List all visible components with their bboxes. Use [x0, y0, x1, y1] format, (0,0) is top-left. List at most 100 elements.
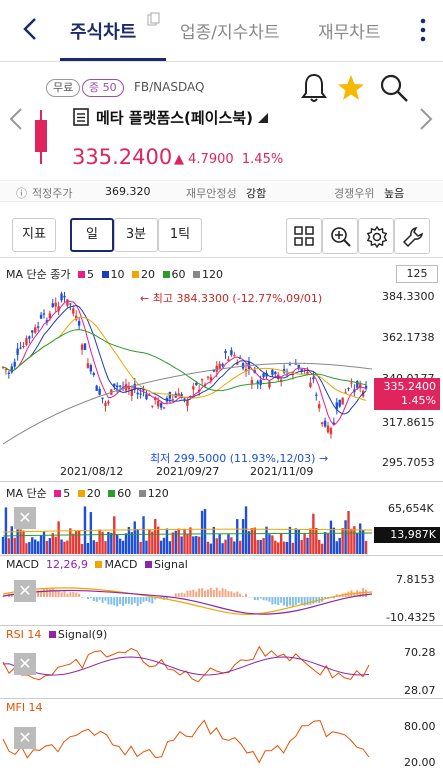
candle-count-box[interactable]: 125	[396, 265, 438, 283]
layout-grid-button[interactable]	[286, 218, 322, 254]
indicator-button[interactable]: 지표	[12, 218, 56, 252]
candle-body	[104, 402, 107, 407]
volume-bar	[156, 526, 160, 554]
volume-bar	[227, 534, 230, 554]
valuation-info-row: ⓘ 적정주가 369.320 재무안정성 강함 경쟁우위 높음	[0, 180, 443, 202]
macd-histogram-bar	[136, 597, 139, 606]
period-3min-button[interactable]: 3분	[114, 218, 158, 252]
copy-icon	[147, 12, 160, 26]
exchange-code: FB/NASDAQ	[134, 80, 205, 94]
volume-bar	[180, 536, 183, 554]
macd-line	[2, 587, 373, 615]
period-day-button[interactable]: 일	[70, 218, 114, 252]
macd-chart[interactable]	[0, 572, 375, 622]
top-nav: 주식차트 업종/지수차트 재무차트	[0, 0, 443, 62]
stock-name[interactable]: 메타 플랫폼스(페이스북)	[96, 109, 253, 127]
candle-body	[115, 385, 119, 388]
rsi-top: 70.28	[404, 646, 436, 659]
volume-bar	[341, 528, 344, 554]
close-rsi-icon[interactable]: ✕	[14, 653, 36, 675]
candle-body	[323, 420, 327, 427]
legend-swatch	[54, 490, 62, 497]
volume-bar	[238, 540, 242, 554]
volume-bar	[31, 537, 34, 554]
mfi-chart[interactable]	[0, 714, 375, 770]
last-price-value: 335.2400	[383, 380, 437, 393]
candle-body	[124, 384, 128, 391]
volume-bar	[104, 541, 107, 554]
period-1tick-button[interactable]: 1틱	[158, 218, 202, 252]
star-icon[interactable]	[336, 72, 366, 104]
macd-histogram-bar	[86, 597, 89, 600]
volume-bar	[148, 529, 151, 554]
tools-button[interactable]	[394, 218, 430, 254]
tab-financial-chart[interactable]: 재무차트	[318, 23, 381, 43]
price-chart[interactable]	[0, 284, 375, 464]
volume-bar	[39, 535, 43, 554]
macd-histogram-bar	[236, 591, 239, 597]
volume-bar	[183, 528, 186, 554]
tab-index-chart[interactable]: 업종/지수차트	[180, 23, 280, 43]
search-icon[interactable]	[378, 72, 410, 104]
volume-chart[interactable]	[0, 500, 375, 554]
volume-bar	[162, 537, 166, 554]
candle-body	[19, 347, 22, 349]
document-icon[interactable]	[72, 108, 90, 126]
candle-body	[320, 422, 324, 425]
candle-body	[197, 389, 201, 392]
candle-body	[13, 361, 16, 367]
financial-stability: 강함	[246, 187, 267, 200]
volume-bar	[350, 528, 353, 554]
bell-icon[interactable]	[300, 72, 328, 104]
volume-bar	[274, 540, 277, 554]
macd-histogram-bar	[40, 590, 43, 597]
macd-histogram-bar	[195, 591, 198, 597]
macd-histogram-bar	[110, 597, 113, 605]
volume-bar	[10, 526, 13, 554]
prev-stock-icon[interactable]	[8, 106, 24, 132]
candle-body	[54, 302, 57, 307]
macd-histogram-bar	[192, 589, 195, 597]
macd-histogram-bar	[300, 597, 303, 606]
volume-last-tag: 13,987K	[374, 527, 440, 543]
macd-histogram-bar	[69, 592, 72, 597]
macd-histogram-bar	[177, 593, 180, 597]
chart-toolbar: 지표 일 3분 1틱	[0, 208, 443, 258]
volume-bar	[151, 531, 154, 554]
volume-bar	[320, 543, 324, 554]
candle-body	[25, 338, 28, 345]
back-arrow-icon[interactable]	[16, 14, 46, 44]
next-stock-icon[interactable]	[418, 106, 434, 132]
macd-histogram-bar	[365, 589, 368, 597]
legend-swatch	[78, 271, 85, 278]
macd-histogram-bar	[353, 592, 356, 597]
close-mfi-icon[interactable]: ✕	[14, 727, 36, 749]
macd-histogram-bar	[10, 593, 13, 597]
volume-bar	[165, 528, 169, 554]
rsi-chart[interactable]	[0, 642, 375, 694]
macd-histogram-bar	[54, 589, 57, 597]
candle-body	[218, 363, 221, 369]
close-macd-icon[interactable]: ✕	[14, 580, 36, 602]
more-menu-icon[interactable]	[418, 16, 428, 44]
macd-histogram-bar	[122, 597, 125, 606]
volume-bar	[241, 519, 245, 554]
macd-histogram-bar	[256, 597, 259, 601]
zoom-button[interactable]	[322, 218, 358, 254]
volume-bar	[221, 543, 224, 554]
close-volume-icon[interactable]: ✕	[14, 507, 36, 529]
dropdown-triangle-icon[interactable]	[258, 113, 268, 123]
macd-histogram-bar	[262, 597, 265, 601]
volume-bar	[124, 533, 128, 554]
legend-swatch	[77, 490, 85, 497]
candle-body	[77, 320, 81, 326]
settings-button[interactable]	[358, 218, 394, 254]
y-tick-1: 384.3300	[382, 290, 435, 303]
candle-body	[186, 399, 189, 406]
macd-histogram-bar	[148, 597, 151, 603]
macd-histogram-bar	[72, 592, 75, 597]
macd-histogram-bar	[315, 597, 318, 603]
macd-histogram-bar	[124, 597, 127, 604]
tab-stock-chart[interactable]: 주식차트	[70, 22, 137, 43]
legend-ma20: 20	[141, 268, 155, 281]
